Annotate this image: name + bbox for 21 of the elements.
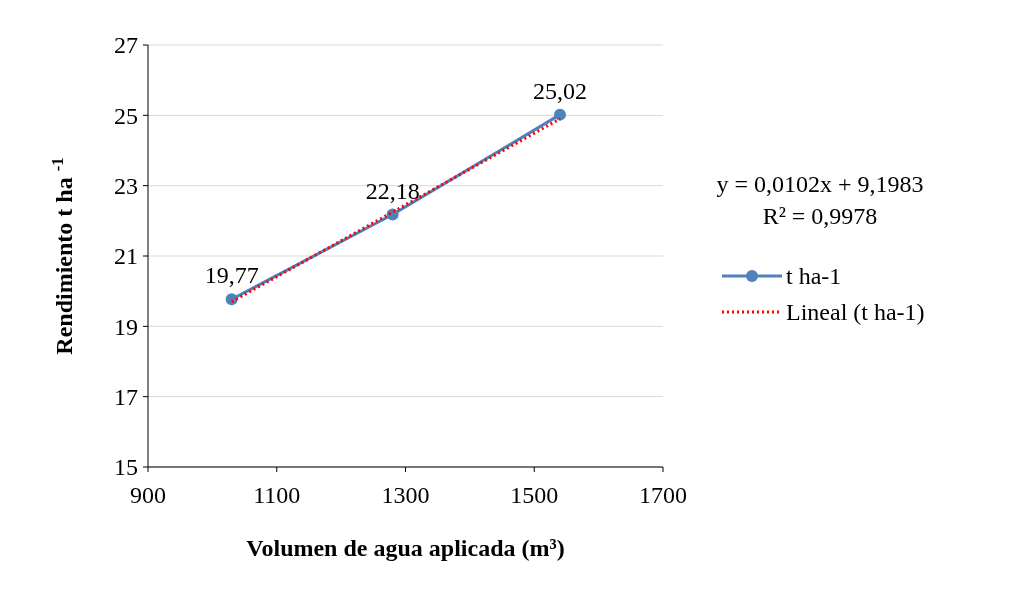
y-tick-label: 17 (114, 384, 138, 411)
x-tick-label: 900 (130, 482, 166, 508)
x-tick-label: 1700 (639, 482, 687, 508)
y-tick-label: 15 (114, 454, 138, 481)
data-label: 22,18 (365, 177, 420, 204)
x-tick-label: 1500 (510, 482, 559, 508)
x-tick-label: 1100 (253, 482, 301, 508)
point (554, 108, 566, 121)
y-tick-label: 25 (114, 102, 138, 129)
data-label: 25,02 (533, 77, 587, 104)
x-axis-title: Volumen de agua aplicada (m³) (246, 535, 565, 561)
y-tick-label: 23 (114, 173, 138, 200)
y-tick-label: 27 (114, 32, 138, 59)
text: R² = 0,9978 (762, 203, 878, 229)
data-label: 19,77 (204, 262, 259, 289)
y-tick-label: 21 (114, 243, 138, 270)
y-tick-label: 19 (114, 313, 138, 340)
text: y = 0,0102x + 9,1983 (716, 171, 924, 197)
legend-label: Lineal (t ha-1) (786, 299, 925, 326)
legend-label: t ha-1 (786, 263, 842, 290)
x-tick-label: 1300 (381, 482, 430, 508)
